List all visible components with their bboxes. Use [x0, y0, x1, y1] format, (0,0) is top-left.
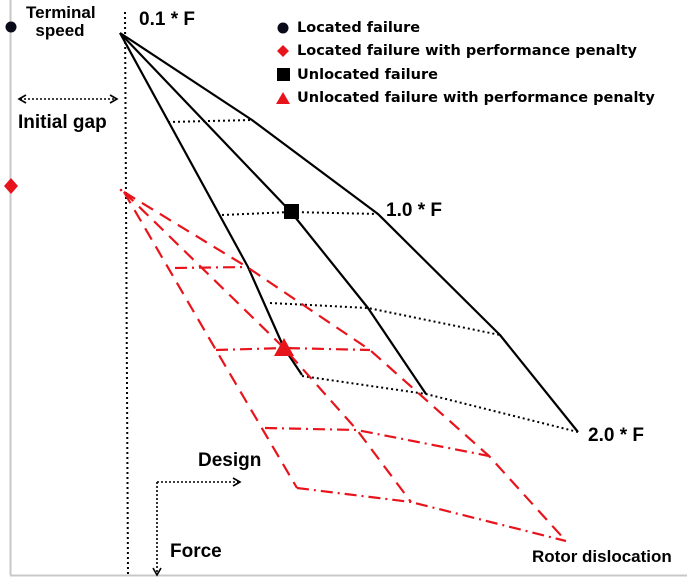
legend-label: Unlocated failure with performance penal…	[297, 90, 655, 107]
circle-icon	[275, 22, 291, 34]
black-terminal-speed-curves	[119, 32, 579, 433]
located-failure-marker	[5, 21, 17, 33]
legend-label: Located failure with performance penalty	[297, 43, 637, 60]
initial-gap-reference-line	[124, 11, 129, 576]
design-label: Design	[198, 450, 262, 471]
legend-item-located-failure-penalty: Located failure with performance penalty	[275, 40, 655, 64]
located-failure-penalty-marker	[4, 178, 18, 194]
legend: Located failure Located failure with per…	[275, 16, 655, 110]
black-iso-force-lines	[167, 119, 579, 433]
triangle-icon	[275, 92, 291, 105]
rotor-dislocation-label: Rotor dislocation	[532, 547, 672, 566]
unlocated-failure-penalty-marker	[274, 338, 294, 356]
terminal-speed-line2: speed	[35, 20, 85, 40]
legend-label: Located failure	[297, 19, 421, 36]
force-10-label: 1.0 * F	[386, 200, 442, 221]
legend-item-located-failure: Located failure	[275, 16, 655, 40]
design-force-arrows	[152, 477, 242, 577]
force-01-label: 0.1 * F	[139, 9, 195, 30]
red-origin-dot	[119, 188, 123, 192]
square-icon	[275, 68, 291, 82]
diamond-icon	[275, 45, 291, 58]
initial-gap-arrow	[17, 94, 119, 104]
initial-gap-label: Initial gap	[18, 112, 107, 133]
terminal-speed-label: Terminal speed	[26, 3, 96, 40]
unlocated-failure-marker	[284, 204, 299, 219]
legend-item-unlocated-failure-penalty: Unlocated failure with performance penal…	[275, 87, 655, 111]
legend-item-unlocated-failure: Unlocated failure	[275, 63, 655, 87]
terminal-speed-line1: Terminal	[26, 3, 96, 22]
force-label: Force	[170, 541, 222, 562]
red-rotor-dislocation-curves	[123, 191, 567, 542]
force-20-label: 2.0 * F	[588, 425, 644, 446]
legend-label: Unlocated failure	[297, 66, 438, 83]
